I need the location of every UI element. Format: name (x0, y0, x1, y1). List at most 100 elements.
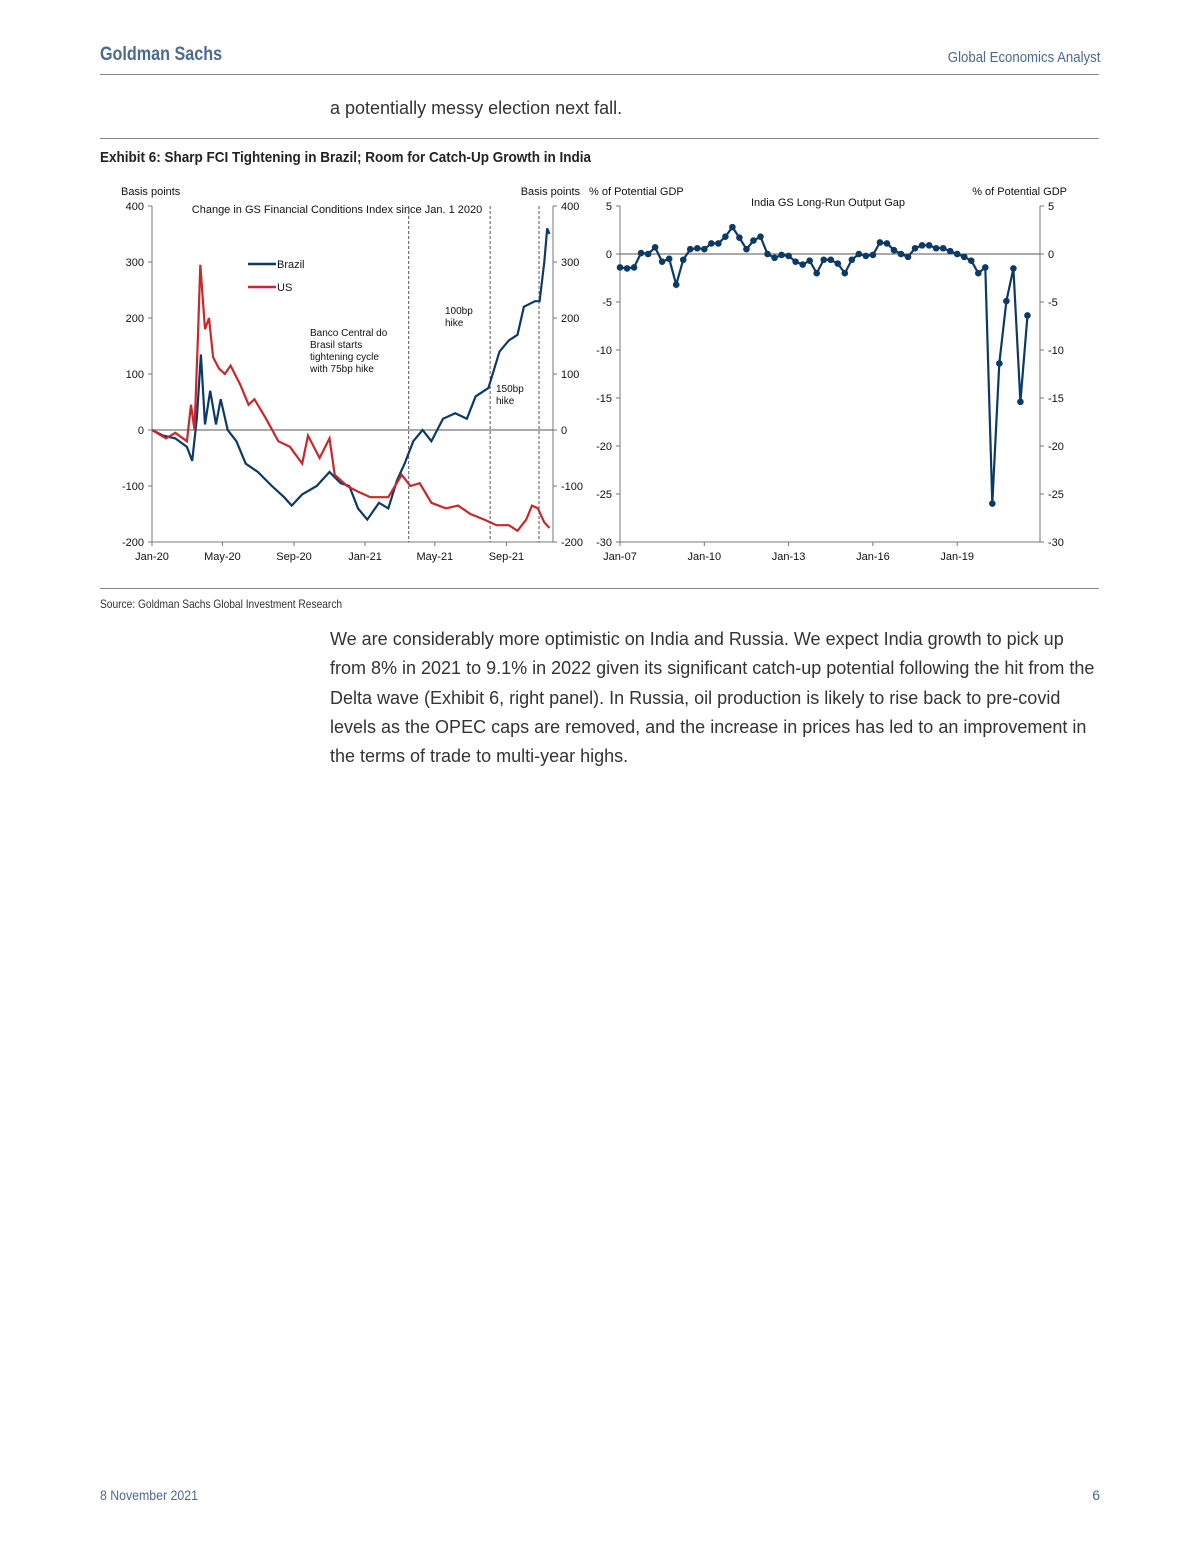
data-point (750, 237, 757, 244)
y-axis-label-right: % of Potential GDP (972, 186, 1067, 198)
y-tick-label-left: -5 (602, 297, 612, 309)
data-point (1017, 398, 1024, 406)
data-point (701, 245, 708, 253)
data-point (911, 244, 919, 252)
y-tick-label-left: 5 (606, 201, 612, 213)
data-point (715, 240, 722, 247)
data-point (686, 245, 694, 253)
data-point (834, 260, 842, 267)
data-point (883, 240, 891, 247)
y-tick-label-right: 400 (561, 201, 579, 213)
data-point (799, 261, 806, 268)
x-tick-label: Jan-19 (940, 551, 974, 563)
y-tick-label-right: -100 (561, 481, 583, 493)
y-tick-label-left: -200 (122, 537, 144, 549)
data-point (722, 233, 729, 241)
data-point (616, 264, 624, 271)
body-paragraph: We are considerably more optimistic on I… (330, 629, 1095, 767)
footer-date: 8 November 2021 (100, 1487, 198, 1503)
annotation-text: 100bp (445, 306, 473, 317)
exhibit-source: Source: Goldman Sachs Global Investment … (100, 597, 343, 611)
exhibit-bottom-divider (100, 588, 1099, 589)
y-tick-label-right: -200 (561, 537, 583, 549)
series-line-us (151, 264, 551, 533)
data-point (827, 256, 835, 264)
footer-page-number: 6 (1092, 1487, 1100, 1503)
annotation-text: hike (496, 396, 515, 407)
data-point (1010, 265, 1017, 272)
brand-name: Goldman Sachs (100, 44, 223, 65)
y-tick-label-right: -10 (1048, 345, 1064, 357)
y-tick-label-right: -20 (1048, 441, 1064, 453)
data-point (904, 253, 912, 261)
y-tick-label-right: -5 (1048, 297, 1058, 309)
annotation-text: hike (445, 318, 464, 329)
data-point (967, 257, 975, 265)
y-tick-label-right: 100 (561, 369, 579, 381)
data-point (651, 243, 659, 251)
data-point (890, 246, 898, 254)
x-tick-label: May-20 (204, 551, 241, 563)
data-point (665, 255, 673, 263)
annotation-text: tightening cycle (310, 352, 379, 363)
data-point (925, 242, 933, 249)
data-point (644, 250, 652, 258)
data-point (939, 244, 947, 252)
x-tick-label: Jan-13 (772, 551, 806, 563)
data-point (953, 250, 961, 258)
x-tick-label: Sep-20 (276, 551, 311, 563)
y-tick-label-left: 100 (126, 369, 144, 381)
data-point (989, 500, 996, 507)
y-tick-label-left: 400 (126, 201, 144, 213)
data-point (813, 269, 820, 277)
data-point (918, 242, 926, 249)
data-point (630, 264, 638, 271)
y-tick-label-right: -25 (1048, 489, 1064, 501)
data-point (855, 250, 863, 258)
y-axis-label-left: Basis points (121, 186, 181, 198)
y-tick-label-left: -100 (122, 481, 144, 493)
y-tick-label-left: 0 (606, 249, 612, 261)
data-point (729, 223, 736, 231)
data-point (679, 256, 687, 264)
y-tick-label-right: 0 (561, 425, 567, 437)
annotation-text: 150bp (496, 384, 524, 395)
annotation-text: Banco Central do (310, 328, 388, 339)
y-tick-label-right: 0 (1048, 249, 1054, 261)
data-point (736, 234, 743, 241)
data-point (932, 244, 940, 252)
x-tick-label: Jan-20 (135, 551, 169, 563)
y-tick-label-left: -20 (596, 441, 612, 453)
legend-label-us: US (277, 282, 292, 294)
exhibit-title: Exhibit 6: Sharp FCI Tightening in Brazi… (100, 149, 592, 166)
data-point (820, 256, 828, 264)
data-point (841, 269, 849, 277)
data-point (1003, 297, 1010, 305)
header-divider (100, 74, 1099, 75)
data-point (672, 281, 680, 289)
series-line-brazil (151, 227, 551, 522)
data-point (623, 265, 631, 272)
exhibit-top-divider (100, 138, 1099, 139)
x-tick-label: Sep-21 (489, 551, 524, 563)
intro-paragraph: a potentially messy election next fall. (330, 98, 623, 118)
data-point (848, 256, 856, 264)
data-point (637, 249, 645, 257)
data-point (764, 250, 771, 258)
y-tick-label-right: -15 (1048, 393, 1064, 405)
data-point (974, 269, 982, 277)
y-axis-label-right: Basis points (521, 186, 581, 198)
data-point (996, 360, 1003, 367)
chart-title: India GS Long-Run Output Gap (751, 197, 905, 209)
annotation-text: with 75bp hike (309, 364, 374, 375)
x-tick-label: Jan-07 (603, 551, 637, 563)
y-tick-label-right: 300 (561, 257, 579, 269)
data-point (708, 240, 715, 247)
y-tick-label-right: 5 (1048, 201, 1054, 213)
data-point (778, 251, 785, 259)
data-point (785, 252, 792, 260)
x-tick-label: Jan-21 (348, 551, 382, 563)
x-tick-label: Jan-16 (856, 551, 890, 563)
